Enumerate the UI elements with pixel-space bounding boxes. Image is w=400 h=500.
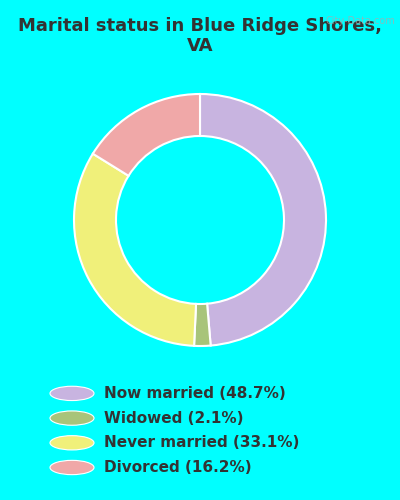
Wedge shape <box>194 304 211 346</box>
Wedge shape <box>74 154 196 346</box>
Text: Never married (33.1%): Never married (33.1%) <box>104 436 299 450</box>
Text: Divorced (16.2%): Divorced (16.2%) <box>104 460 252 475</box>
Circle shape <box>50 460 94 474</box>
Circle shape <box>50 436 94 450</box>
Text: Widowed (2.1%): Widowed (2.1%) <box>104 410 244 426</box>
Text: Marital status in Blue Ridge Shores,
VA: Marital status in Blue Ridge Shores, VA <box>18 16 382 56</box>
Text: City-Data.com: City-Data.com <box>325 16 395 26</box>
Text: Now married (48.7%): Now married (48.7%) <box>104 386 286 401</box>
Circle shape <box>50 386 94 400</box>
Circle shape <box>50 411 94 425</box>
Wedge shape <box>93 94 200 176</box>
Wedge shape <box>200 94 326 345</box>
